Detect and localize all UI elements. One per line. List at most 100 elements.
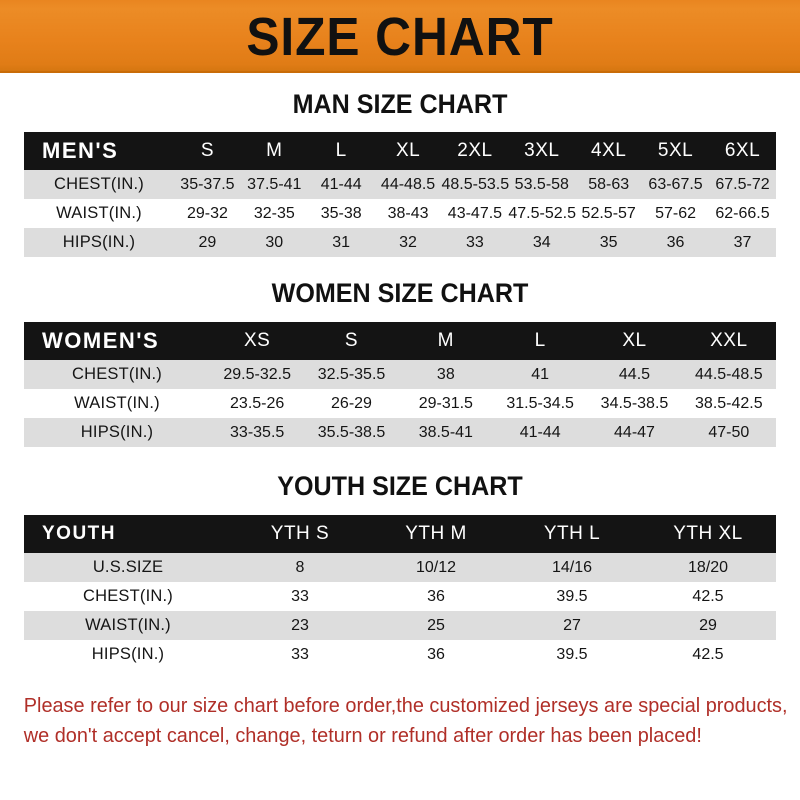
cell: 29.5-32.5 bbox=[210, 360, 305, 389]
youth-table-body: U.S.SIZE 8 10/12 14/16 18/20 CHEST(IN.) … bbox=[24, 553, 776, 669]
row-label: WAIST(IN.) bbox=[24, 389, 210, 418]
size-chart-banner: SIZE CHART bbox=[0, 0, 800, 73]
youth-corner-label: YOUTH bbox=[24, 515, 232, 553]
cell: 47.5-52.5 bbox=[508, 199, 576, 228]
cell: 33 bbox=[441, 228, 509, 257]
women-size-table: WOMEN'S XS S M L XL XXL CHEST(IN.) 29.5-… bbox=[24, 322, 776, 447]
row-label: CHEST(IN.) bbox=[24, 582, 232, 611]
row-label: HIPS(IN.) bbox=[24, 228, 174, 257]
women-col-header: XS bbox=[210, 322, 305, 360]
men-col-header: 2XL bbox=[441, 132, 509, 170]
cell: 37 bbox=[709, 228, 776, 257]
cell: 43-47.5 bbox=[441, 199, 509, 228]
row-label: U.S.SIZE bbox=[24, 553, 232, 582]
table-row: U.S.SIZE 8 10/12 14/16 18/20 bbox=[24, 553, 776, 582]
row-label: CHEST(IN.) bbox=[24, 360, 210, 389]
cell: 27 bbox=[504, 611, 640, 640]
cell: 31 bbox=[307, 228, 375, 257]
cell: 41-44 bbox=[492, 418, 588, 447]
men-size-table: MEN'S S M L XL 2XL 3XL 4XL 5XL 6XL CHEST… bbox=[24, 132, 776, 257]
cell: 29-31.5 bbox=[398, 389, 493, 418]
cell: 26-29 bbox=[304, 389, 399, 418]
cell: 14/16 bbox=[504, 553, 640, 582]
cell: 42.5 bbox=[640, 582, 776, 611]
note-line-2: we don't accept cancel, change, teturn o… bbox=[23, 724, 702, 747]
cell: 52.5-57 bbox=[575, 199, 643, 228]
men-col-header: 6XL bbox=[709, 132, 776, 170]
cell: 39.5 bbox=[504, 582, 640, 611]
cell: 47-50 bbox=[681, 418, 776, 447]
youth-table-head: YOUTH YTH S YTH M YTH L YTH XL bbox=[24, 515, 776, 553]
cell: 33-35.5 bbox=[210, 418, 305, 447]
cell: 36 bbox=[368, 640, 504, 669]
cell: 44-48.5 bbox=[374, 170, 442, 199]
cell: 39.5 bbox=[504, 640, 640, 669]
cell: 18/20 bbox=[640, 553, 776, 582]
table-row: WAIST(IN.) 23 25 27 29 bbox=[24, 611, 776, 640]
women-col-header: XL bbox=[587, 322, 682, 360]
cell: 32 bbox=[374, 228, 442, 257]
cell: 38.5-42.5 bbox=[681, 389, 776, 418]
youth-col-header: YTH L bbox=[504, 515, 640, 553]
table-row: CHEST(IN.) 35-37.5 37.5-41 41-44 44-48.5… bbox=[24, 170, 776, 199]
cell: 35-37.5 bbox=[174, 170, 241, 199]
section-title-women: WOMEN SIZE CHART bbox=[271, 278, 529, 308]
cell: 31.5-34.5 bbox=[492, 389, 588, 418]
section-title-man: MAN SIZE CHART bbox=[292, 89, 508, 119]
cell: 38 bbox=[398, 360, 493, 389]
note-line-1: Please refer to our size chart before or… bbox=[23, 694, 788, 717]
cell: 67.5-72 bbox=[709, 170, 776, 199]
youth-header-row: YOUTH YTH S YTH M YTH L YTH XL bbox=[24, 515, 776, 553]
women-header-row: WOMEN'S XS S M L XL XXL bbox=[24, 322, 776, 360]
men-table-body: CHEST(IN.) 35-37.5 37.5-41 41-44 44-48.5… bbox=[24, 170, 776, 257]
table-row: HIPS(IN.) 33-35.5 35.5-38.5 38.5-41 41-4… bbox=[24, 418, 776, 447]
youth-col-header: YTH M bbox=[368, 515, 504, 553]
table-row: CHEST(IN.) 33 36 39.5 42.5 bbox=[24, 582, 776, 611]
men-col-header: 3XL bbox=[508, 132, 576, 170]
cell: 30 bbox=[240, 228, 308, 257]
row-label: WAIST(IN.) bbox=[24, 199, 174, 228]
cell: 25 bbox=[368, 611, 504, 640]
cell: 29-32 bbox=[174, 199, 241, 228]
women-col-header: L bbox=[492, 322, 588, 360]
cell: 38-43 bbox=[374, 199, 442, 228]
men-col-header: XL bbox=[374, 132, 442, 170]
men-col-header: M bbox=[240, 132, 308, 170]
cell: 34 bbox=[508, 228, 576, 257]
cell: 23.5-26 bbox=[210, 389, 305, 418]
cell: 44.5-48.5 bbox=[681, 360, 776, 389]
cell: 38.5-41 bbox=[398, 418, 493, 447]
cell: 57-62 bbox=[642, 199, 709, 228]
cell: 33 bbox=[232, 640, 368, 669]
order-policy-note: Please refer to our size chart before or… bbox=[16, 691, 788, 751]
row-label: CHEST(IN.) bbox=[24, 170, 174, 199]
men-corner-label: MEN'S bbox=[24, 132, 174, 170]
table-row: HIPS(IN.) 29 30 31 32 33 34 35 36 37 bbox=[24, 228, 776, 257]
cell: 32-35 bbox=[240, 199, 308, 228]
row-label: WAIST(IN.) bbox=[24, 611, 232, 640]
men-col-header: 5XL bbox=[642, 132, 709, 170]
cell: 44.5 bbox=[587, 360, 682, 389]
cell: 37.5-41 bbox=[240, 170, 308, 199]
youth-col-header: YTH S bbox=[232, 515, 368, 553]
women-col-header: S bbox=[304, 322, 399, 360]
cell: 48.5-53.5 bbox=[441, 170, 509, 199]
row-label: HIPS(IN.) bbox=[24, 418, 210, 447]
cell: 34.5-38.5 bbox=[587, 389, 682, 418]
table-row: WAIST(IN.) 29-32 32-35 35-38 38-43 43-47… bbox=[24, 199, 776, 228]
cell: 29 bbox=[640, 611, 776, 640]
cell: 33 bbox=[232, 582, 368, 611]
men-header-row: MEN'S S M L XL 2XL 3XL 4XL 5XL 6XL bbox=[24, 132, 776, 170]
men-col-header: S bbox=[174, 132, 241, 170]
cell: 41-44 bbox=[307, 170, 375, 199]
cell: 8 bbox=[232, 553, 368, 582]
women-size-table-wrapper: WOMEN'S XS S M L XL XXL CHEST(IN.) 29.5-… bbox=[24, 322, 776, 447]
cell: 62-66.5 bbox=[709, 199, 776, 228]
women-table-head: WOMEN'S XS S M L XL XXL bbox=[24, 322, 776, 360]
cell: 36 bbox=[368, 582, 504, 611]
cell: 53.5-58 bbox=[508, 170, 576, 199]
men-size-table-wrapper: MEN'S S M L XL 2XL 3XL 4XL 5XL 6XL CHEST… bbox=[24, 132, 776, 257]
cell: 23 bbox=[232, 611, 368, 640]
cell: 58-63 bbox=[575, 170, 643, 199]
cell: 29 bbox=[174, 228, 241, 257]
